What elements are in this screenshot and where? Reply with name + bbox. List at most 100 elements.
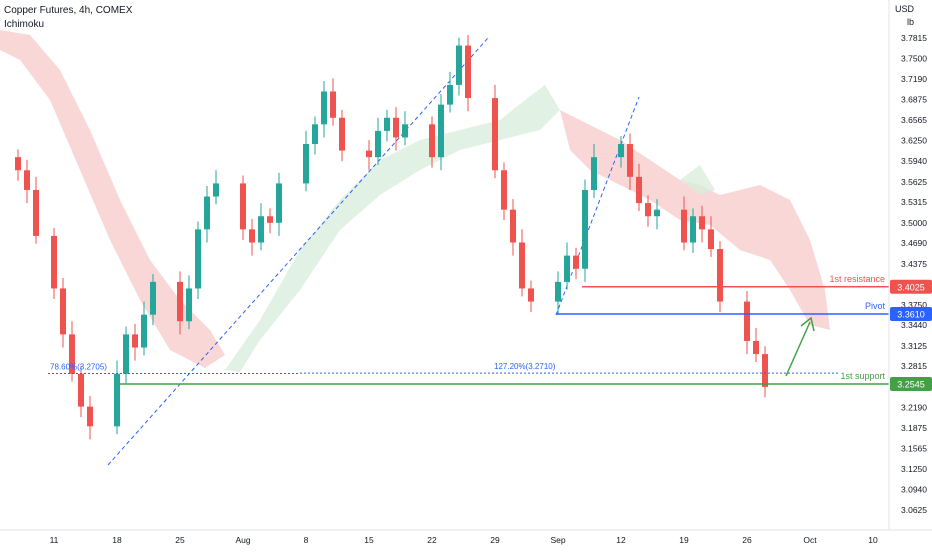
candle-body[interactable] (33, 189, 39, 236)
candle-body[interactable] (591, 157, 597, 190)
candle-body[interactable] (429, 124, 435, 158)
x-tick-label-9: 12 (616, 535, 626, 545)
candle-body[interactable] (681, 209, 687, 243)
x-tick-label-5: 15 (364, 535, 374, 545)
x-tick-label-0: 11 (50, 535, 59, 545)
candle-body[interactable] (177, 281, 183, 322)
candle-body[interactable] (654, 209, 660, 217)
level-price-tag-1 (890, 307, 932, 322)
candle-body[interactable] (699, 216, 705, 230)
candle-body[interactable] (204, 196, 210, 230)
candle-body[interactable] (303, 144, 309, 184)
candle-body[interactable] (573, 255, 579, 269)
candle-body[interactable] (87, 406, 93, 427)
unit-label: lb (906, 17, 914, 27)
candle-body[interactable] (150, 281, 156, 315)
y-tick-label-9: 3.5000 (901, 218, 927, 228)
projection-arrow-head (800, 316, 815, 332)
candle-body[interactable] (510, 209, 516, 243)
candle-body[interactable] (249, 229, 255, 243)
candle-body[interactable] (339, 117, 345, 151)
candle-body[interactable] (627, 144, 633, 177)
candle-body[interactable] (708, 229, 714, 250)
candle-body[interactable] (78, 373, 84, 407)
candle-body[interactable] (213, 183, 219, 197)
x-tick-label-10: 19 (679, 535, 689, 545)
y-tick-label-8: 3.5315 (901, 197, 927, 207)
y-tick-label-19: 3.1250 (901, 464, 927, 474)
candle-body[interactable] (60, 288, 66, 335)
candle-body[interactable] (267, 216, 273, 223)
cloud-region-0 (0, 30, 225, 368)
price-axis[interactable]: 3.7815 3.7500 3.7190 3.6875 3.6565 3.6250 3.59… (901, 33, 927, 515)
y-tick-label-15: 3.2815 (901, 361, 927, 371)
candles (15, 35, 768, 440)
candle-body[interactable] (519, 242, 525, 289)
candle-body[interactable] (330, 91, 336, 118)
y-tick-label-4: 3.6565 (901, 115, 927, 125)
candle-body[interactable] (114, 373, 120, 427)
candle-body[interactable] (195, 229, 201, 289)
candle-body[interactable] (744, 301, 750, 341)
time-axis[interactable]: 11 18 25 Aug 8 15 22 29 Sep 12 19 26 Oct 10 (50, 535, 878, 545)
candle-body[interactable] (555, 281, 561, 302)
candle-body[interactable] (636, 176, 642, 204)
projection-arrow[interactable] (785, 321, 811, 377)
candle-body[interactable] (141, 314, 147, 348)
candle-body[interactable] (582, 189, 588, 269)
candle-body[interactable] (375, 130, 381, 158)
level-price-tag-2 (890, 376, 932, 391)
candle-body[interactable] (645, 203, 651, 217)
candle-body[interactable] (240, 183, 246, 230)
candle-body[interactable] (492, 98, 498, 171)
x-tick-label-4: 8 (304, 535, 309, 545)
candle-body[interactable] (312, 124, 318, 145)
candle-body[interactable] (393, 117, 399, 138)
fib-guide-line-1[interactable] (107, 37, 489, 466)
candle-body[interactable] (438, 104, 444, 158)
candle-body[interactable] (753, 340, 759, 355)
candle-body[interactable] (24, 170, 30, 190)
candle-body[interactable] (564, 255, 570, 282)
y-tick-label-20: 3.0940 (901, 484, 927, 494)
chart-title: Copper Futures, 4h, COMEX (4, 5, 133, 16)
candle-body[interactable] (123, 334, 129, 374)
candle-body[interactable] (501, 170, 507, 210)
candle-body[interactable] (447, 84, 453, 105)
candle-body[interactable] (690, 216, 696, 243)
candle-body[interactable] (465, 45, 471, 99)
x-tick-label-13: 10 (868, 535, 878, 545)
level-label-1: Pivot (865, 301, 886, 311)
candle-body[interactable] (366, 150, 372, 158)
candle-body[interactable] (69, 334, 75, 374)
candle-body[interactable] (717, 249, 723, 302)
candle-body[interactable] (618, 144, 624, 158)
candle-body[interactable] (258, 216, 264, 243)
y-tick-label-3: 3.6875 (901, 95, 927, 105)
candle-body[interactable] (132, 334, 138, 348)
candle-body[interactable] (51, 235, 57, 289)
y-tick-label-2: 3.7190 (901, 74, 927, 84)
level-price-tag-0 (890, 279, 932, 294)
candle-body[interactable] (321, 91, 327, 125)
level-price-tag-text-0: 3.4025 (897, 282, 925, 292)
candle-body[interactable] (456, 45, 462, 85)
candle-body[interactable] (276, 183, 282, 223)
indicator-label[interactable]: Ichimoku (4, 19, 45, 30)
candle-body[interactable] (528, 288, 534, 302)
y-tick-label-16: 3.2190 (901, 402, 927, 412)
candle-body[interactable] (186, 288, 192, 322)
candle-body[interactable] (15, 157, 21, 171)
level-price-tag-text-2: 3.2545 (897, 379, 925, 389)
y-tick-label-17: 3.1875 (901, 423, 927, 433)
candle-body[interactable] (402, 124, 408, 138)
x-tick-label-7: 29 (490, 535, 500, 545)
x-tick-label-2: 25 (175, 535, 185, 545)
fib-label-1: 78.60%(3.2705) (50, 362, 107, 371)
y-tick-label-0: 3.7815 (901, 33, 927, 43)
candle-body[interactable] (762, 354, 768, 387)
candle-body[interactable] (384, 117, 390, 131)
cloud-region-1 (225, 85, 560, 372)
